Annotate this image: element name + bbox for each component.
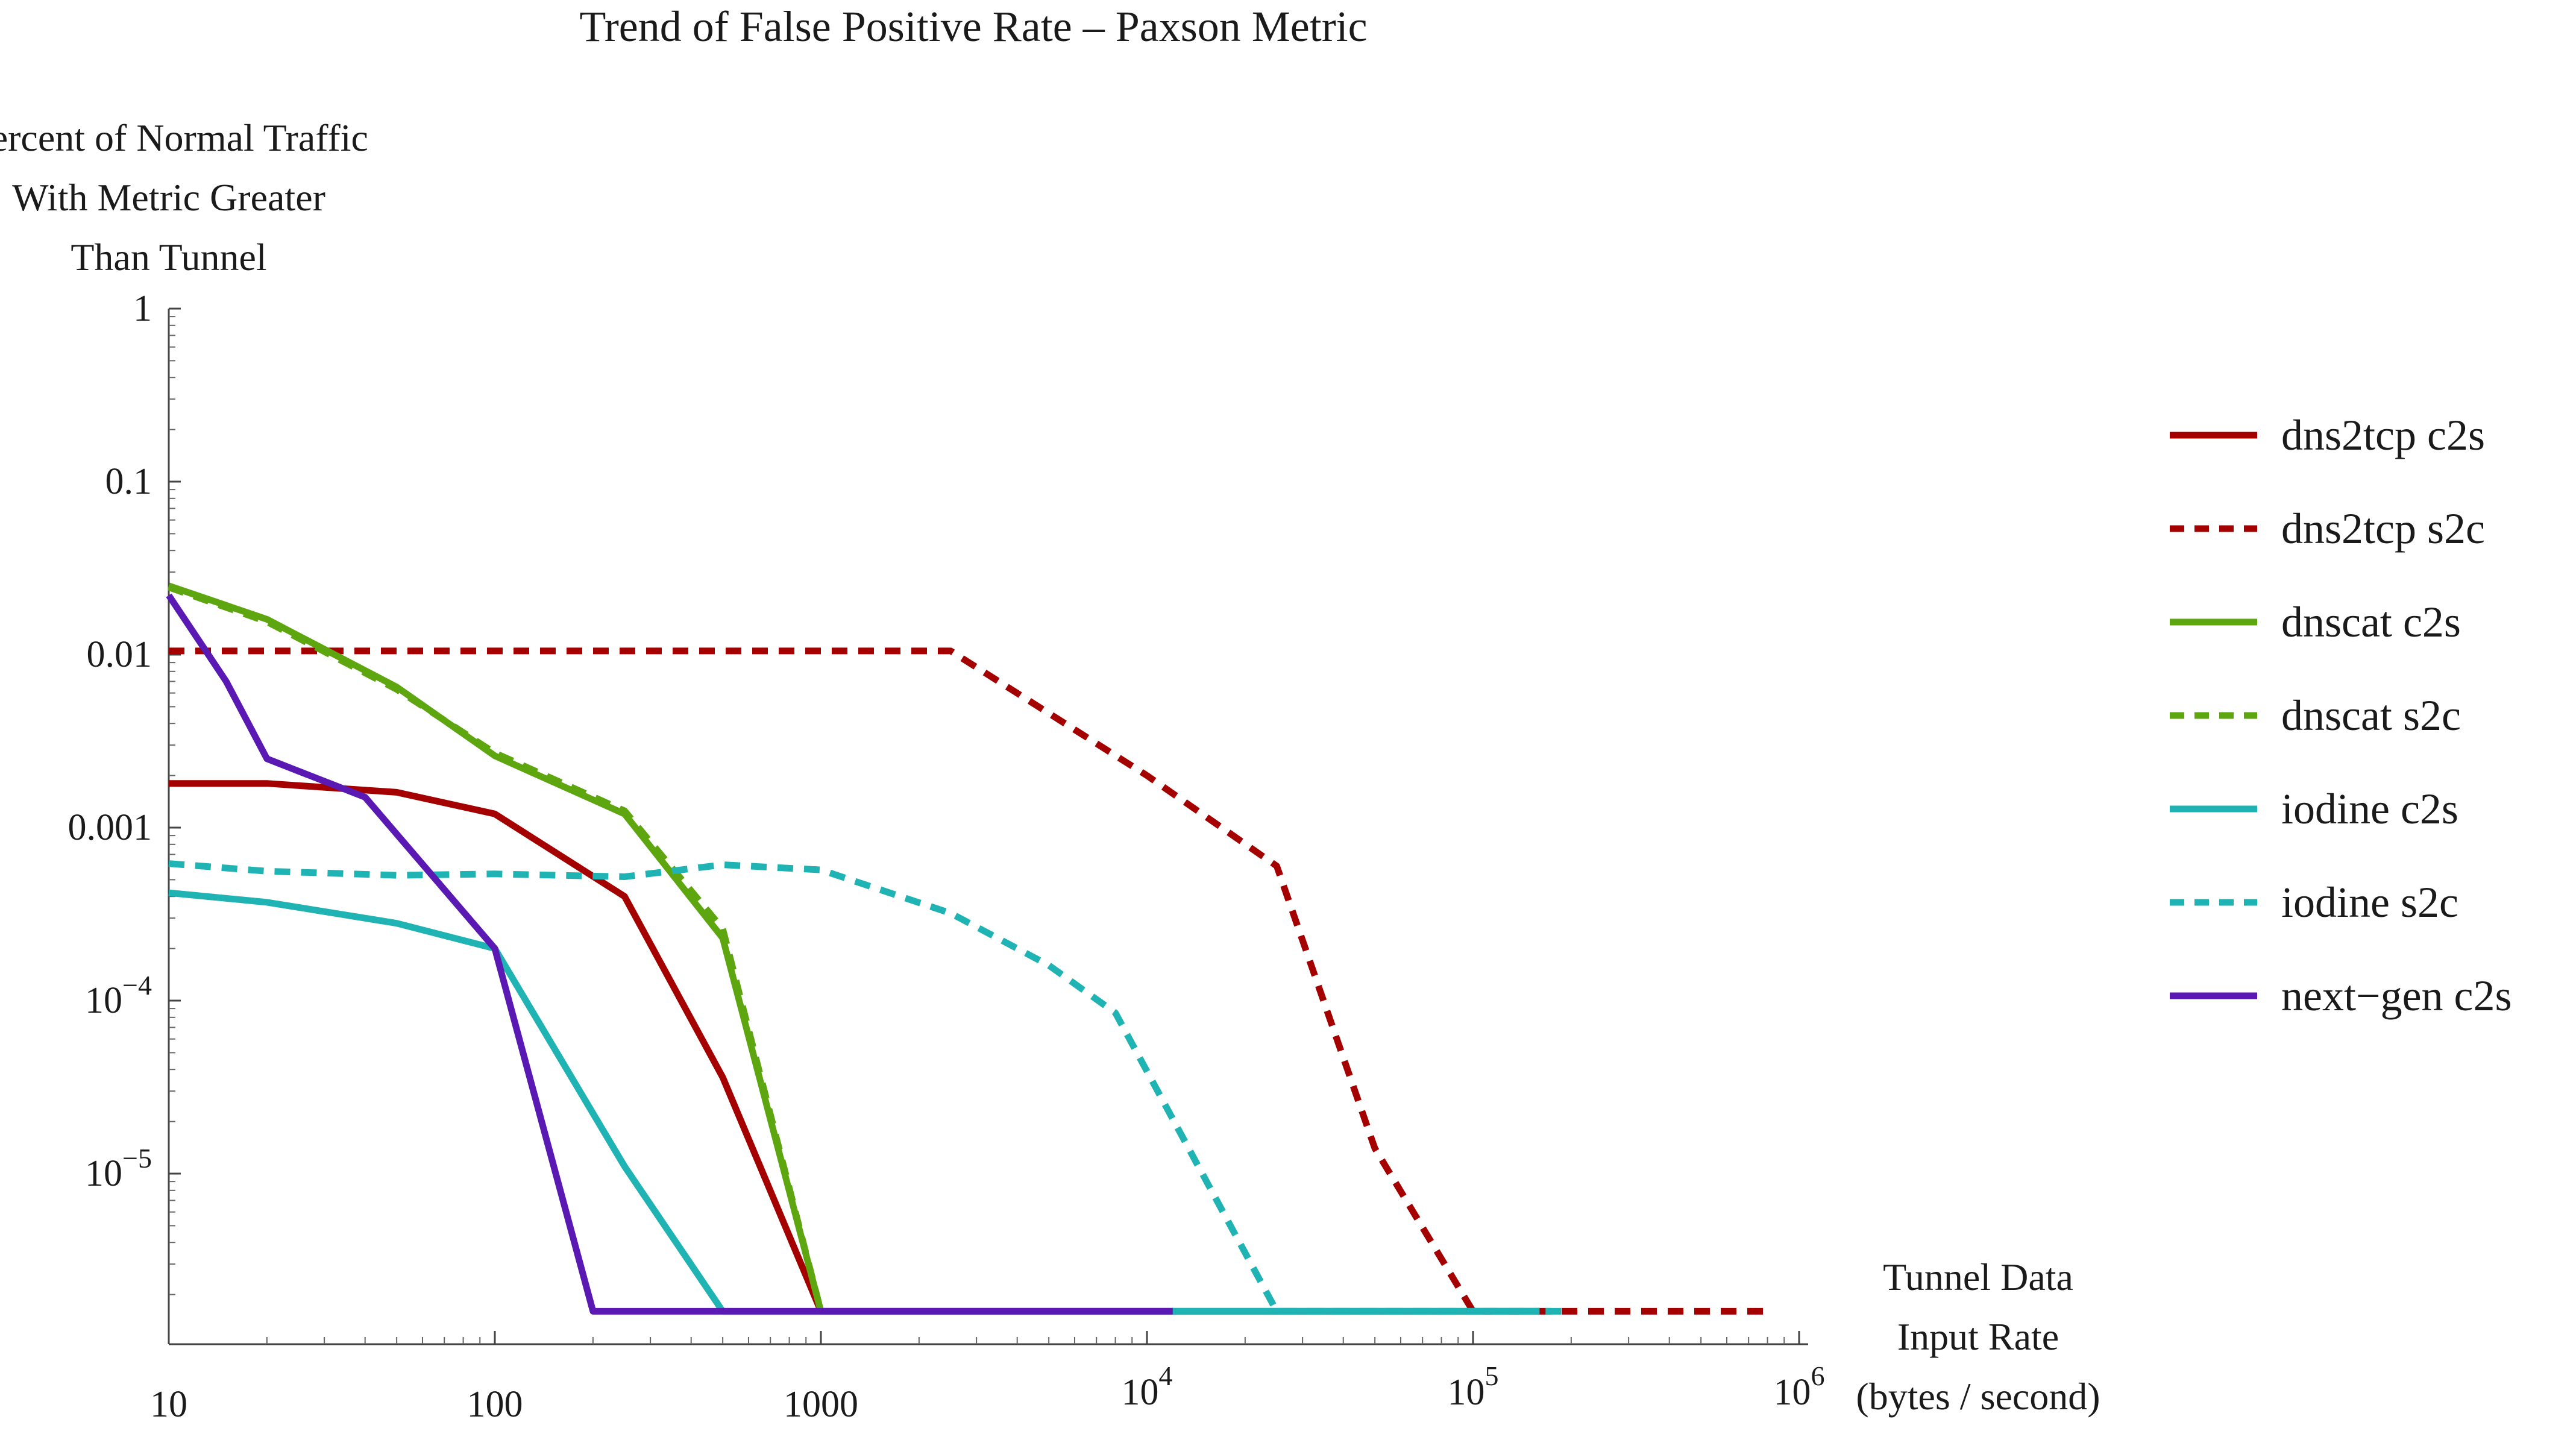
series-line-1 [169, 647, 1768, 1315]
legend: dns2tcp c2s dns2tcp s2c dnscat c2s dnscat s… [2170, 411, 2512, 1020]
legend-item: dns2tcp s2c [2170, 505, 2485, 553]
legend-item: dns2tcp c2s [2170, 411, 2485, 459]
x-tick-label: 100 [467, 1384, 523, 1425]
y-axis-label-line: Percent of Normal Traffic [0, 116, 368, 159]
legend-label: dnscat c2s [2281, 598, 2461, 646]
y-axis-label-line: With Metric Greater [12, 176, 325, 219]
legend-label: dns2tcp c2s [2281, 411, 2485, 459]
legend-label: dns2tcp s2c [2281, 505, 2485, 553]
legend-item: next−gen c2s [2170, 972, 2512, 1020]
x-axis-label-line: (bytes / second) [1856, 1375, 2100, 1418]
x-axis-label: Tunnel Data Input Rate (bytes / second) [1856, 1256, 2100, 1418]
legend-item: dnscat s2c [2170, 691, 2461, 740]
x-tick-label: 105 [1448, 1360, 1499, 1413]
x-ticks: 10 100 1000 104 105 106 [150, 1331, 1825, 1425]
y-ticks: 1 0.1 0.01 0.001 10−4 10−5 [68, 288, 181, 1194]
series-line-4 [168, 889, 1540, 1315]
x-tick-label: 10 [150, 1384, 187, 1425]
legend-label: dnscat s2c [2281, 691, 2461, 740]
legend-label: next−gen c2s [2281, 972, 2512, 1020]
y-tick-label: 10−5 [85, 1143, 152, 1194]
x-tick-label: 106 [1774, 1360, 1825, 1413]
y-tick-label: 0.1 [105, 461, 152, 502]
series-line-5 [168, 860, 1571, 1315]
y-tick-label: 1 [133, 288, 152, 329]
legend-label: iodine c2s [2281, 785, 2458, 833]
legend-item: dnscat c2s [2170, 598, 2461, 646]
x-tick-label: 104 [1122, 1360, 1173, 1413]
series-lines [166, 582, 1768, 1315]
x-minor-ticks [266, 1337, 1785, 1344]
y-axis-label-line: Than Tunnel [71, 236, 266, 278]
legend-label: iodine s2c [2281, 878, 2458, 926]
chart-title: Trend of False Positive Rate – Paxson Me… [579, 2, 1367, 51]
legend-item: iodine c2s [2170, 785, 2458, 833]
x-axis-label-line: Input Rate [1897, 1315, 2059, 1358]
legend-item: iodine s2c [2170, 878, 2458, 926]
series-line-0 [169, 780, 1540, 1315]
y-tick-label: 0.01 [87, 634, 152, 675]
y-axis-label: Percent of Normal Traffic With Metric Gre… [0, 116, 368, 278]
x-axis-label-line: Tunnel Data [1883, 1256, 2073, 1298]
y-tick-label: 0.001 [68, 807, 152, 848]
y-tick-label: 10−4 [85, 970, 152, 1021]
y-minor-ticks [169, 316, 175, 1295]
series-line-6 [166, 593, 1173, 1315]
x-tick-label: 1000 [784, 1384, 858, 1425]
